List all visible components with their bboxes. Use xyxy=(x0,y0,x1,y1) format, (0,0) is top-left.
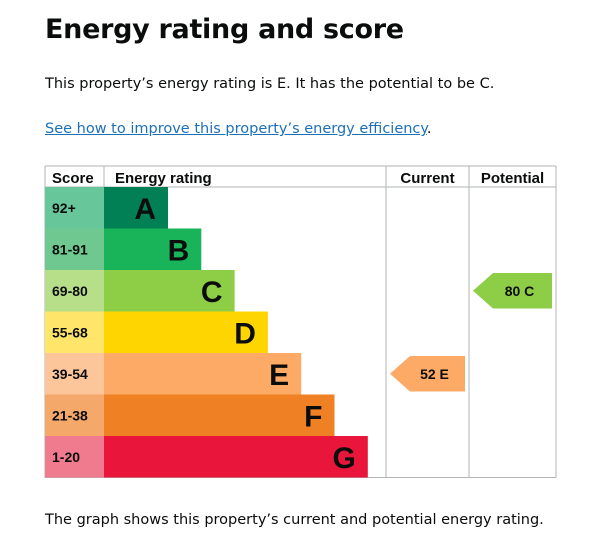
score-label-a: 92+ xyxy=(52,200,76,216)
score-cell-b xyxy=(45,228,104,270)
rating-letter-d: D xyxy=(234,317,256,350)
potential-rating-label: 80 C xyxy=(505,283,535,299)
potential-rating-arrow xyxy=(473,273,552,309)
current-rating-arrow xyxy=(390,356,465,392)
rating-bar-b xyxy=(104,228,202,270)
improve-link-line: See how to improve this property’s energ… xyxy=(45,121,432,137)
score-cell-a xyxy=(45,187,104,229)
score-label-d: 55-68 xyxy=(52,324,88,340)
rating-bar-c xyxy=(104,270,235,312)
rating-letter-c: C xyxy=(201,276,223,309)
rating-bar-g xyxy=(104,436,368,478)
header-score: Score xyxy=(52,170,94,187)
score-cell-d xyxy=(45,311,104,353)
graph-caption: The graph shows this property’s current … xyxy=(45,512,544,528)
rating-bar-e xyxy=(104,353,302,395)
score-label-b: 81-91 xyxy=(52,241,88,257)
current-rating-label: 52 E xyxy=(420,366,449,382)
rating-letter-g: G xyxy=(332,442,355,475)
link-suffix: . xyxy=(426,121,432,137)
score-cell-e xyxy=(45,353,104,395)
score-cell-c xyxy=(45,270,104,312)
rating-bar-d xyxy=(104,311,268,353)
improve-efficiency-link[interactable]: See how to improve this property’s energ… xyxy=(45,121,427,137)
rating-letter-a: A xyxy=(134,193,156,226)
score-cell-g xyxy=(45,436,104,478)
score-label-g: 1-20 xyxy=(52,449,80,465)
score-label-f: 21-38 xyxy=(52,407,88,423)
score-label-e: 39-54 xyxy=(52,366,88,382)
rating-bar-a xyxy=(104,187,168,229)
rating-bar-f xyxy=(104,394,335,436)
header-potential: Potential xyxy=(481,170,544,187)
header-current: Current xyxy=(400,170,454,187)
rating-summary: This property’s energy rating is E. It h… xyxy=(45,76,495,92)
rating-letter-f: F xyxy=(304,400,322,433)
score-label-c: 69-80 xyxy=(52,283,88,299)
rating-letter-b: B xyxy=(168,234,190,267)
rating-letter-e: E xyxy=(269,359,289,392)
page-title: Energy rating and score xyxy=(45,14,404,45)
score-cell-f xyxy=(45,394,104,436)
header-energy-rating: Energy rating xyxy=(115,170,212,187)
